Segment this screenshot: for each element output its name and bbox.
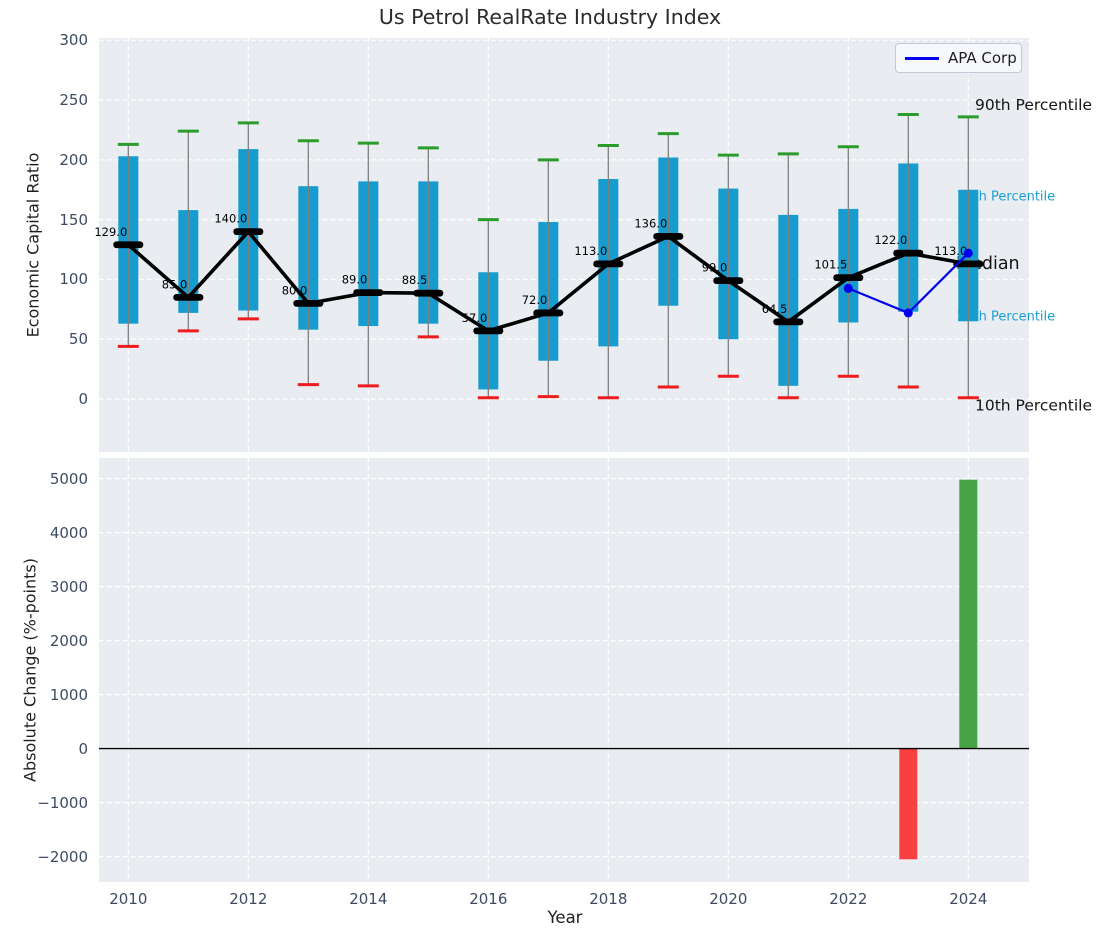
legend-label: APA Corp — [948, 49, 1017, 67]
median-marker — [533, 309, 564, 317]
y-tick-label-bottom: 1000 — [49, 685, 88, 704]
median-marker — [233, 228, 264, 236]
apa-corp-point — [903, 308, 913, 318]
x-tick-label: 2012 — [229, 890, 268, 908]
x-tick-label: 2010 — [109, 890, 148, 908]
y-axis-label-top: Economic Capital Ratio — [23, 152, 43, 338]
y-tick-label-top: 250 — [59, 91, 88, 110]
x-tick-label: 2014 — [349, 890, 388, 908]
median-marker — [893, 249, 924, 257]
y-tick-label-bottom: 2000 — [49, 631, 88, 650]
median-value-label: 72.0 — [522, 293, 548, 307]
x-tick-label: 2022 — [829, 890, 868, 908]
x-axis-label: Year — [547, 908, 583, 927]
median-value-label: 113.0 — [574, 244, 607, 258]
annotation-75th-percentile: 75th Percentile — [957, 190, 1055, 205]
median-marker — [653, 232, 684, 240]
median-marker — [473, 327, 504, 335]
y-tick-label-top: 200 — [59, 150, 88, 169]
median-marker — [833, 274, 864, 282]
change-bar — [959, 479, 978, 749]
y-tick-label-bottom: −1000 — [37, 793, 88, 812]
y-tick-label-bottom: 4000 — [49, 523, 88, 542]
y-tick-label-top: 0 — [78, 390, 88, 408]
x-tick-label: 2016 — [469, 890, 508, 908]
x-tick-label: 2020 — [709, 890, 748, 908]
y-tick-label-bottom: 3000 — [49, 577, 88, 596]
x-tick-label: 2018 — [589, 890, 628, 908]
annotation-10th-percentile: 10th Percentile — [975, 397, 1092, 415]
annotation-25th-percentile: 25th Percentile — [957, 310, 1055, 325]
median-marker — [353, 289, 384, 296]
y-tick-label-bottom: 5000 — [49, 469, 88, 488]
y-tick-label-bottom: 0 — [78, 739, 88, 758]
plot-background — [99, 458, 1029, 882]
median-marker — [413, 289, 444, 297]
median-marker — [293, 299, 324, 307]
median-value-label: 140.0 — [214, 212, 247, 226]
median-marker — [593, 260, 624, 268]
median-marker — [953, 260, 984, 268]
median-value-label: 122.0 — [874, 233, 907, 247]
change-bar — [899, 748, 918, 860]
y-tick-label-bottom: −2000 — [37, 847, 88, 866]
apa-corp-point — [963, 248, 973, 258]
y-tick-label-top: 50 — [68, 330, 88, 349]
y-tick-label-top: 150 — [59, 210, 88, 229]
annotation-90th-percentile: 90th Percentile — [975, 96, 1092, 114]
median-value-label: 113.0 — [934, 244, 967, 258]
median-marker — [713, 277, 744, 285]
median-value-label: 88.5 — [402, 273, 428, 287]
median-value-label: 57.0 — [462, 311, 488, 325]
apa-corp-point — [843, 283, 853, 293]
legend-line-swatch — [905, 56, 939, 60]
chart-title: Us Petrol RealRate Industry Index — [378, 5, 722, 29]
y-tick-label-top: 300 — [59, 31, 88, 50]
median-value-label: 64.5 — [762, 302, 788, 316]
median-value-label: 101.5 — [814, 258, 847, 272]
median-value-label: 136.0 — [634, 216, 667, 230]
legend: APA Corp — [895, 43, 1022, 73]
median-marker — [173, 293, 204, 301]
median-marker — [773, 318, 804, 326]
y-tick-label-top: 100 — [59, 270, 88, 289]
median-value-label: 129.0 — [94, 225, 127, 239]
median-value-label: 89.0 — [342, 273, 368, 287]
median-marker — [113, 241, 144, 249]
x-tick-label: 2024 — [949, 890, 988, 908]
